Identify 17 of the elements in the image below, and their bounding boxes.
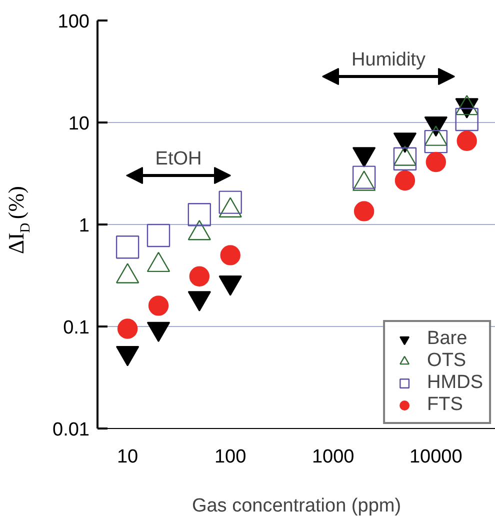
y-tick-label: 10: [68, 114, 90, 134]
y-axis-title: ΔID (%): [4, 186, 34, 254]
legend-label: OTS: [427, 350, 466, 372]
x-axis-title: Gas concentration (ppm): [192, 496, 402, 516]
annotation: Humidity: [352, 50, 426, 70]
legend-label: HMDS: [427, 372, 483, 394]
x-tick-label: 10000: [409, 446, 462, 468]
x-tick-label: 10: [116, 446, 138, 468]
annotation: EtOH: [155, 148, 202, 170]
y-tick-label: 100: [58, 12, 90, 32]
legend-label: FTS: [427, 394, 463, 416]
x-tick-label: 100: [214, 446, 246, 468]
legend-label: Bare: [427, 328, 468, 350]
y-tick-label: 1: [78, 216, 90, 236]
y-tick-label: 0.01: [52, 420, 90, 440]
x-tick-label: 1000: [312, 446, 354, 468]
y-tick-label: 0.1: [63, 318, 90, 338]
